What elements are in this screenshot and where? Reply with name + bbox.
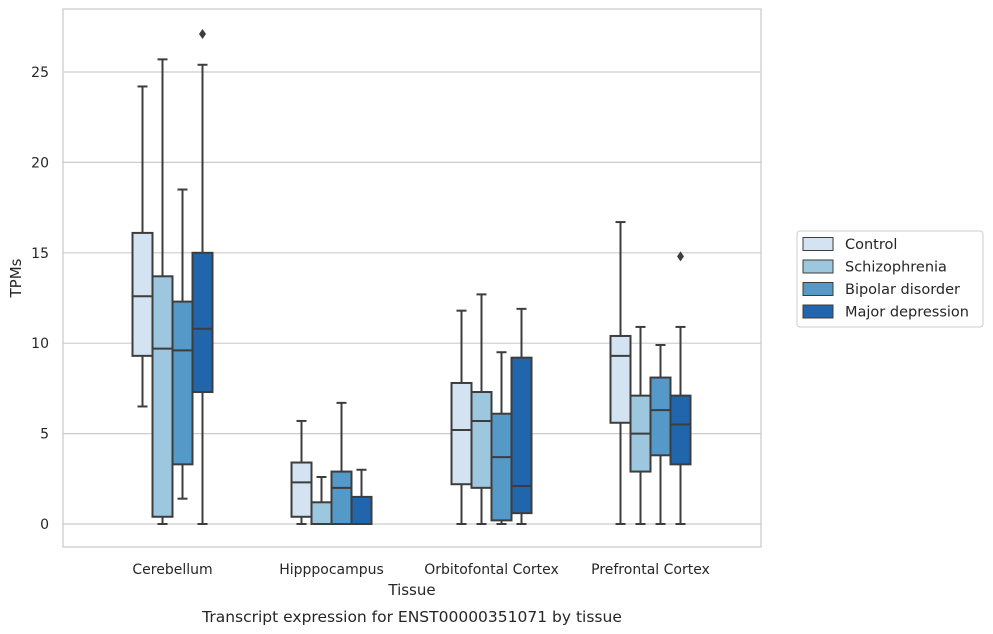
box-1-3 bbox=[629, 325, 652, 525]
legend: Control Schizophrenia Bipolar disorder Majo… bbox=[796, 230, 984, 328]
box-iqr bbox=[151, 275, 174, 518]
box-1-1 bbox=[310, 475, 333, 525]
box-2-3 bbox=[649, 344, 672, 525]
box-iqr bbox=[350, 495, 373, 526]
box-iqr bbox=[450, 381, 473, 486]
box-iqr bbox=[310, 501, 333, 525]
box-iqr bbox=[290, 461, 313, 518]
legend-swatch bbox=[802, 237, 834, 251]
box-0-1 bbox=[290, 419, 313, 525]
box-3-1 bbox=[350, 468, 373, 526]
box-iqr bbox=[490, 412, 513, 522]
box-iqr bbox=[330, 470, 353, 525]
legend-label: Major depression bbox=[845, 305, 969, 321]
legend-swatch bbox=[802, 259, 834, 274]
legend-frame bbox=[796, 230, 984, 328]
box-3-0 bbox=[191, 29, 214, 525]
box-0-2 bbox=[450, 309, 473, 525]
x-tick-label: Hipppocampus bbox=[279, 562, 384, 578]
box-0-0 bbox=[131, 85, 154, 408]
box-0-3 bbox=[609, 221, 632, 525]
box-iqr bbox=[510, 356, 533, 515]
outlier-point bbox=[199, 29, 206, 40]
legend-swatch bbox=[802, 304, 834, 319]
box-1-0 bbox=[151, 58, 174, 525]
box-iqr bbox=[669, 394, 692, 466]
x-tick-label: Orbitofontal Cortex bbox=[424, 562, 559, 578]
legend-label: Control bbox=[845, 237, 897, 253]
x-tick-label: Prefrontal Cortex bbox=[591, 562, 710, 578]
box-iqr bbox=[470, 391, 493, 489]
box-2-2 bbox=[490, 351, 513, 525]
y-tick-labels: 0 5 10 15 20 25 bbox=[31, 65, 49, 533]
box-3-2 bbox=[510, 307, 533, 525]
box-iqr bbox=[649, 376, 672, 457]
x-tick-labels: Cerebellum Hipppocampus Orbitofontal Corte… bbox=[132, 562, 709, 578]
y-axis-label: TPMs bbox=[7, 258, 25, 298]
box-iqr bbox=[609, 334, 632, 424]
y-tick-label: 5 bbox=[40, 427, 49, 443]
box-iqr bbox=[191, 251, 214, 394]
box-iqr bbox=[171, 300, 194, 466]
outlier-point bbox=[677, 251, 684, 262]
box-iqr bbox=[131, 231, 154, 357]
box-2-0 bbox=[171, 188, 194, 500]
y-tick-label: 10 bbox=[31, 336, 49, 352]
chart-caption: Transcript expression for ENST0000035107… bbox=[201, 608, 622, 626]
y-tick-label: 0 bbox=[40, 517, 49, 533]
legend-label: Schizophrenia bbox=[845, 260, 947, 276]
y-tick-label: 20 bbox=[31, 155, 49, 171]
plot-area-frame bbox=[62, 8, 762, 548]
box-1-2 bbox=[470, 293, 493, 525]
legend-swatch bbox=[802, 282, 834, 296]
y-tick-label: 15 bbox=[31, 246, 49, 262]
box-3-3 bbox=[669, 251, 692, 525]
boxes-layer bbox=[131, 29, 692, 526]
x-tick-label: Cerebellum bbox=[132, 562, 212, 578]
x-axis-label: Tissue bbox=[387, 581, 435, 599]
box-2-1 bbox=[330, 401, 353, 525]
y-tick-label: 25 bbox=[31, 65, 49, 81]
legend-label: Bipolar disorder bbox=[845, 282, 960, 298]
